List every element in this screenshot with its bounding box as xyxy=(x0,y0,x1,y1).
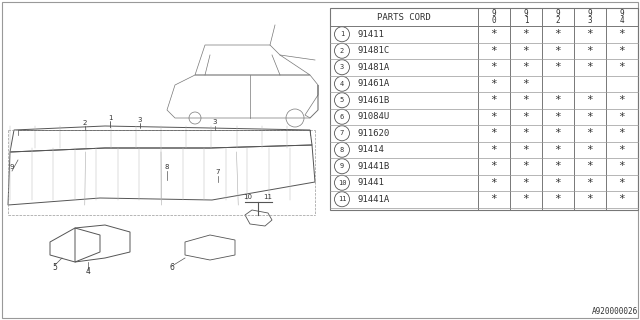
Text: 1: 1 xyxy=(340,31,344,37)
Text: *: * xyxy=(491,128,497,138)
Text: 7: 7 xyxy=(216,169,220,175)
Text: *: * xyxy=(491,145,497,155)
Text: 9: 9 xyxy=(10,164,14,170)
Text: *: * xyxy=(619,194,625,204)
Text: 91441B: 91441B xyxy=(357,162,389,171)
Bar xyxy=(330,8,638,210)
Text: *: * xyxy=(619,161,625,171)
Text: A920000026: A920000026 xyxy=(592,307,638,316)
Text: *: * xyxy=(523,194,529,204)
Text: *: * xyxy=(523,62,529,72)
Text: 6: 6 xyxy=(170,263,175,273)
Text: *: * xyxy=(523,79,529,89)
Text: 9: 9 xyxy=(340,163,344,169)
Text: *: * xyxy=(555,178,561,188)
Text: *: * xyxy=(587,29,593,39)
Text: *: * xyxy=(587,178,593,188)
Text: *: * xyxy=(587,46,593,56)
Text: *: * xyxy=(555,46,561,56)
Text: 9
3: 9 3 xyxy=(588,9,592,26)
Text: 10: 10 xyxy=(243,194,253,200)
Text: 7: 7 xyxy=(340,130,344,136)
Text: *: * xyxy=(619,46,625,56)
Text: *: * xyxy=(491,46,497,56)
Text: *: * xyxy=(555,112,561,122)
Text: *: * xyxy=(555,194,561,204)
Text: *: * xyxy=(619,112,625,122)
Text: 9
2: 9 2 xyxy=(556,9,560,26)
Text: *: * xyxy=(587,128,593,138)
Text: *: * xyxy=(523,178,529,188)
Text: *: * xyxy=(619,29,625,39)
Text: 9
4: 9 4 xyxy=(620,9,624,26)
Text: 91461A: 91461A xyxy=(357,79,389,88)
Text: 5: 5 xyxy=(340,97,344,103)
Text: 2: 2 xyxy=(340,48,344,54)
Text: *: * xyxy=(619,128,625,138)
Text: 91411: 91411 xyxy=(357,30,384,39)
Text: *: * xyxy=(555,145,561,155)
Text: *: * xyxy=(555,128,561,138)
Text: *: * xyxy=(587,194,593,204)
Text: 8: 8 xyxy=(340,147,344,153)
Text: 9
0: 9 0 xyxy=(492,9,496,26)
Text: *: * xyxy=(555,95,561,105)
Text: *: * xyxy=(523,46,529,56)
Text: 3: 3 xyxy=(340,64,344,70)
Text: *: * xyxy=(619,62,625,72)
Text: *: * xyxy=(555,161,561,171)
Text: *: * xyxy=(491,95,497,105)
Text: *: * xyxy=(619,178,625,188)
Text: 911620: 911620 xyxy=(357,129,389,138)
Text: 3: 3 xyxy=(138,117,142,123)
Text: 91414: 91414 xyxy=(357,145,384,154)
Text: *: * xyxy=(491,194,497,204)
Text: 3: 3 xyxy=(212,119,217,125)
Text: *: * xyxy=(523,112,529,122)
Text: *: * xyxy=(587,145,593,155)
Text: *: * xyxy=(523,95,529,105)
Text: 91441A: 91441A xyxy=(357,195,389,204)
Text: 91461B: 91461B xyxy=(357,96,389,105)
Text: 4: 4 xyxy=(340,81,344,87)
Text: 91481C: 91481C xyxy=(357,46,389,55)
Text: *: * xyxy=(555,62,561,72)
Text: 11: 11 xyxy=(338,196,346,202)
Text: *: * xyxy=(491,79,497,89)
Text: *: * xyxy=(555,29,561,39)
Text: *: * xyxy=(523,29,529,39)
Text: *: * xyxy=(619,145,625,155)
Text: 5: 5 xyxy=(52,263,58,273)
Text: 91084U: 91084U xyxy=(357,112,389,121)
Text: *: * xyxy=(587,112,593,122)
Text: *: * xyxy=(491,112,497,122)
Text: 2: 2 xyxy=(83,120,87,126)
Text: 10: 10 xyxy=(338,180,346,186)
Text: *: * xyxy=(523,128,529,138)
Text: 4: 4 xyxy=(86,268,90,276)
Text: 11: 11 xyxy=(264,194,273,200)
Text: *: * xyxy=(619,95,625,105)
Text: *: * xyxy=(587,62,593,72)
Text: *: * xyxy=(491,29,497,39)
Text: 91441: 91441 xyxy=(357,178,384,187)
Text: *: * xyxy=(587,95,593,105)
Text: 9
1: 9 1 xyxy=(524,9,528,26)
Text: *: * xyxy=(523,145,529,155)
Text: 6: 6 xyxy=(340,114,344,120)
Text: 1: 1 xyxy=(108,115,112,121)
Text: *: * xyxy=(491,161,497,171)
Text: *: * xyxy=(587,161,593,171)
Text: PARTS CORD: PARTS CORD xyxy=(377,12,431,21)
Text: 8: 8 xyxy=(164,164,169,170)
Text: 91481A: 91481A xyxy=(357,63,389,72)
Text: *: * xyxy=(491,62,497,72)
Text: *: * xyxy=(491,178,497,188)
Text: *: * xyxy=(523,161,529,171)
